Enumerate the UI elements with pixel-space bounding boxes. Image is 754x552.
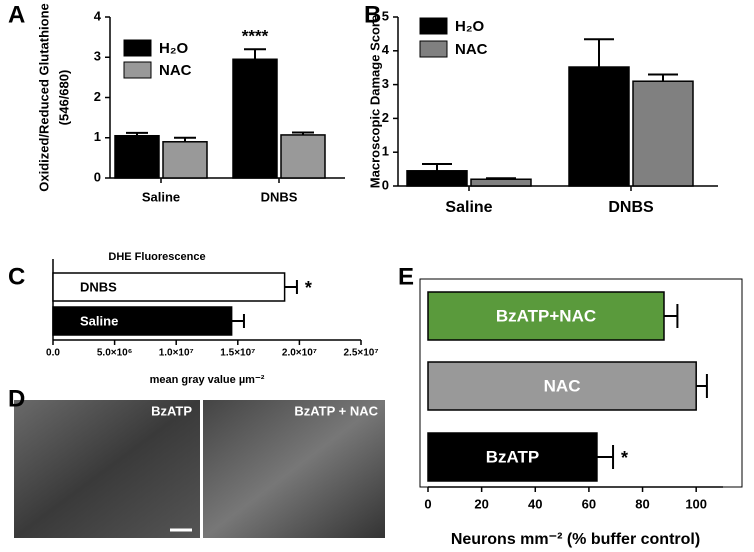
chart-title: DHE Fluorescence	[108, 251, 205, 263]
image-caption: BzATP + NAC	[294, 403, 378, 418]
bar	[470, 178, 532, 187]
x-tick-label: 20	[474, 496, 488, 511]
x-tick-label: Saline	[445, 199, 492, 216]
x-axis-label: mean gray value µm⁻²	[150, 374, 265, 386]
bar	[162, 141, 208, 179]
bar	[632, 80, 694, 187]
bar	[114, 134, 160, 179]
x-tick-label: 1.5×10⁷	[220, 348, 255, 359]
significance: *	[305, 278, 312, 298]
legend-label: NAC	[455, 41, 488, 58]
y-tick-label: 5	[382, 8, 389, 23]
y-axis-label: (546/680)	[56, 70, 71, 126]
legend-swatch	[123, 39, 152, 57]
significance: *	[621, 448, 628, 468]
y-tick-label: 0	[94, 169, 101, 184]
x-tick-label: 0	[424, 496, 431, 511]
y-tick-label: 3	[382, 76, 389, 91]
x-tick-label: 60	[582, 496, 596, 511]
y-tick-label: 3	[94, 49, 101, 64]
x-tick-label: 2.0×10⁷	[282, 348, 317, 359]
legend-label: H₂O	[159, 40, 188, 57]
x-tick-label: DNBS	[261, 189, 298, 204]
bar	[52, 306, 233, 336]
panel-label: C	[8, 263, 25, 290]
x-tick-label: 40	[528, 496, 542, 511]
panel-label: D	[8, 385, 25, 412]
x-tick-label: 1.0×10⁷	[159, 348, 194, 359]
x-tick-label: 0.0	[46, 348, 60, 359]
y-tick-label: 2	[94, 89, 101, 104]
image-caption: BzATP	[151, 403, 192, 418]
legend-swatch	[419, 17, 448, 35]
bar-label: Saline	[80, 313, 118, 328]
y-tick-label: 1	[94, 129, 101, 144]
bar	[280, 134, 326, 179]
micrograph	[203, 400, 385, 538]
y-axis-label: Oxidized/Reduced Glutathione	[36, 3, 51, 192]
bar	[427, 432, 598, 482]
panel-label: E	[398, 263, 414, 290]
y-tick-label: 2	[382, 110, 389, 125]
panel-label: A	[8, 1, 25, 28]
panel-label: B	[364, 1, 381, 28]
bar	[568, 66, 630, 187]
bar	[232, 58, 278, 179]
y-tick-label: 4	[382, 42, 390, 57]
legend-swatch	[123, 61, 152, 79]
bar-label: BzATP+NAC	[496, 306, 596, 325]
bar-label: DNBS	[80, 279, 117, 294]
legend-label: NAC	[159, 62, 192, 79]
bar-label: NAC	[544, 376, 581, 395]
x-tick-label: 5.0×10⁶	[97, 348, 132, 359]
y-axis-label: Macroscopic Damage Score	[367, 15, 382, 188]
bar-label: BzATP	[486, 447, 540, 466]
x-axis-label: Neurons mm⁻² (% buffer control)	[451, 531, 700, 548]
legend-label: H₂O	[455, 18, 484, 35]
y-tick-label: 4	[94, 8, 102, 23]
y-tick-label: 0	[382, 177, 389, 192]
x-tick-label: 80	[635, 496, 649, 511]
x-tick-label: Saline	[142, 189, 180, 204]
legend-swatch	[419, 40, 448, 58]
significance: ****	[242, 27, 269, 46]
micrograph	[14, 400, 200, 538]
x-tick-label: 100	[685, 496, 707, 511]
x-tick-label: 2.5×10⁷	[344, 348, 379, 359]
x-tick-label: DNBS	[608, 199, 654, 216]
bar	[406, 170, 468, 187]
y-tick-label: 1	[382, 144, 389, 159]
bar	[427, 361, 697, 411]
